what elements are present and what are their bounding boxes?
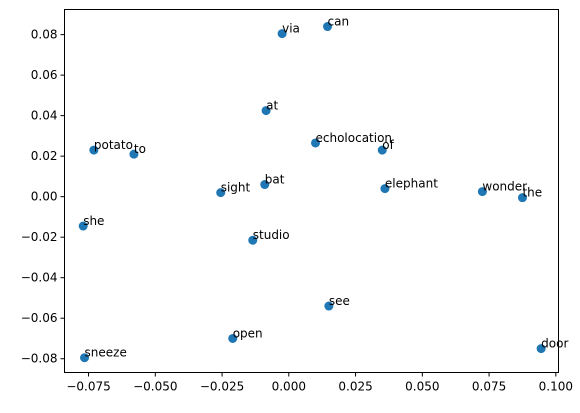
- scatter-point: [477, 187, 487, 197]
- point-label: sneeze: [85, 346, 127, 360]
- point-label: sight: [221, 181, 251, 195]
- point-label: of: [382, 138, 394, 152]
- scatter-point: [517, 193, 527, 203]
- plot-frame: [64, 9, 559, 373]
- y-tick-label: −0.08: [21, 352, 58, 366]
- y-tick-label: 0.08: [31, 28, 58, 42]
- x-tick-label: −0.050: [133, 380, 177, 394]
- scatter-point: [323, 22, 333, 32]
- scatter-point: [377, 145, 387, 155]
- scatter-point: [129, 149, 139, 159]
- x-tick-label: −0.025: [200, 380, 244, 394]
- point-label: can: [328, 15, 350, 29]
- scatter-point: [536, 344, 546, 354]
- scatter-point: [260, 180, 270, 190]
- scatter-point: [324, 301, 334, 311]
- scatter-point: [89, 145, 99, 155]
- ticks-layer: −0.075 −0.050 −0.025 0.000 0.025 0.050 0.075 0.…: [21, 28, 573, 394]
- x-tick-label: 0.000: [272, 380, 306, 394]
- scatter-point: [228, 333, 238, 343]
- point-label: door: [541, 337, 568, 351]
- scatter-point: [80, 353, 90, 363]
- point-label: open: [233, 326, 263, 340]
- point-label: see: [329, 294, 350, 308]
- point-label: bat: [265, 173, 285, 187]
- y-tick-label: −0.06: [21, 311, 58, 325]
- point-label: echolocation: [316, 131, 393, 145]
- y-tick-label: 0.04: [31, 109, 58, 123]
- scatter-point: [261, 106, 271, 116]
- points-layer: [78, 22, 546, 363]
- x-tick-label: 0.025: [338, 380, 372, 394]
- point-label: wonder: [482, 180, 527, 194]
- scatter-point: [380, 184, 390, 194]
- y-tick-label: 0.00: [31, 190, 58, 204]
- point-label: via: [282, 22, 300, 36]
- point-label: studio: [253, 228, 290, 242]
- x-tick-label: 0.050: [405, 380, 439, 394]
- x-tick-label: 0.075: [472, 380, 506, 394]
- y-tick-label: 0.06: [31, 68, 58, 82]
- point-label: elephant: [385, 177, 438, 191]
- point-label: the: [522, 186, 542, 200]
- y-tick-label: −0.04: [21, 271, 58, 285]
- point-label: at: [266, 99, 278, 113]
- point-label: she: [83, 214, 104, 228]
- scatter-point: [248, 235, 258, 245]
- scatter-point: [78, 221, 88, 231]
- x-tick-label: −0.075: [66, 380, 110, 394]
- x-tick-label: 0.100: [539, 380, 573, 394]
- y-tick-label: −0.02: [21, 230, 58, 244]
- scatter-point: [216, 188, 226, 198]
- scatter-point: [277, 29, 287, 39]
- scatter-point: [311, 138, 321, 148]
- point-label: to: [134, 142, 146, 156]
- point-label: potato: [94, 138, 133, 152]
- y-tick-label: 0.02: [31, 149, 58, 163]
